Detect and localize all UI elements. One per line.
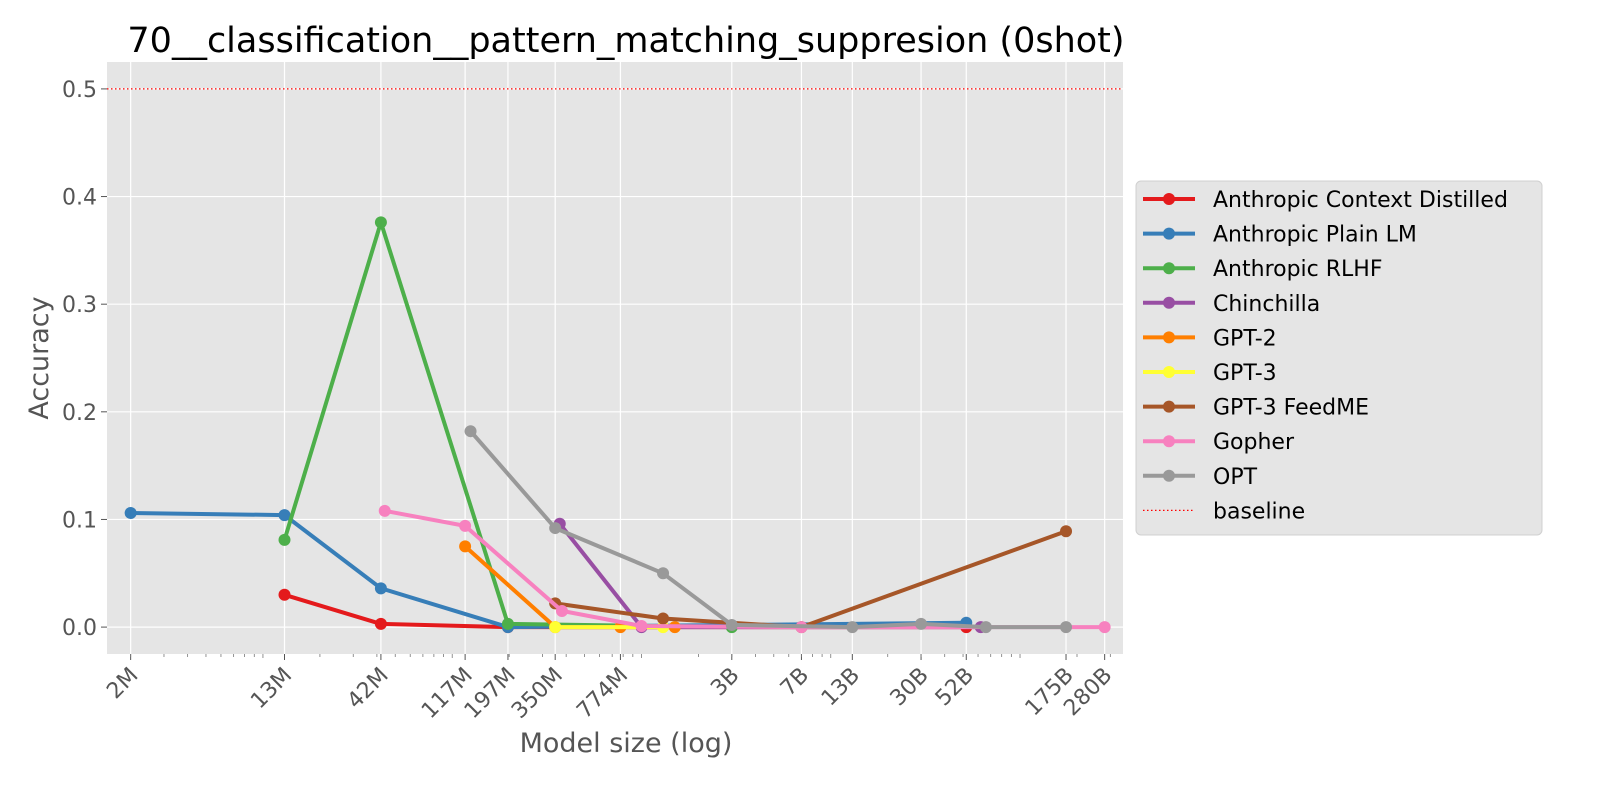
data-point xyxy=(915,617,928,630)
legend-label: OPT xyxy=(1213,465,1258,490)
legend-swatch-marker xyxy=(1163,193,1175,205)
data-point xyxy=(1060,621,1073,634)
legend-label: GPT-2 xyxy=(1213,326,1277,351)
data-point xyxy=(1060,525,1073,538)
data-point xyxy=(464,425,477,438)
legend-frame xyxy=(1135,180,1543,536)
y-tick-label: 0.4 xyxy=(62,186,97,211)
y-tick-label: 0.3 xyxy=(62,293,97,318)
y-axis-label: Accuracy xyxy=(24,296,55,419)
legend-item: Gopher xyxy=(1143,430,1295,455)
data-point xyxy=(555,604,568,617)
data-point xyxy=(979,621,992,634)
data-point xyxy=(657,612,670,625)
legend-swatch-marker xyxy=(1163,469,1175,482)
y-tick-label: 0.1 xyxy=(62,508,97,533)
data-point xyxy=(501,617,514,630)
data-point xyxy=(278,533,291,546)
series-opt xyxy=(464,425,1073,634)
legend: Anthropic Context Distilled Anthropic Pla… xyxy=(1135,180,1543,536)
legend-label: GPT-3 xyxy=(1213,361,1277,386)
data-point xyxy=(459,540,472,553)
data-point xyxy=(278,588,291,601)
legend-swatch-marker xyxy=(1163,400,1175,413)
chart-title: 70__classification__pattern_matching_sup… xyxy=(127,21,1124,61)
legend-item: GPT-3 xyxy=(1143,361,1277,386)
legend-label: Anthropic Plain LM xyxy=(1213,223,1417,248)
data-point xyxy=(549,621,562,634)
legend-item: Chinchilla xyxy=(1143,292,1320,317)
legend-swatch-marker xyxy=(1163,296,1175,309)
legend-item: Anthropic RLHF xyxy=(1143,257,1383,282)
legend-swatch-marker xyxy=(1163,366,1175,378)
legend-swatch-marker xyxy=(1163,331,1175,344)
legend-label: baseline xyxy=(1213,499,1305,524)
data-point xyxy=(374,216,387,229)
data-point xyxy=(374,582,387,595)
data-point xyxy=(459,519,472,532)
legend-label: Anthropic RLHF xyxy=(1213,257,1383,282)
legend-label: GPT-3 FeedME xyxy=(1213,396,1369,421)
legend-swatch-marker xyxy=(1163,435,1175,448)
legend-swatch-marker xyxy=(1163,262,1175,275)
series-layer xyxy=(124,216,1111,634)
x-axis-label: Model size (log) xyxy=(520,728,733,759)
legend-swatch-marker xyxy=(1163,227,1175,240)
data-point xyxy=(846,621,859,634)
data-point xyxy=(635,620,648,633)
series-line xyxy=(469,429,1066,630)
data-point xyxy=(725,618,738,631)
data-point xyxy=(1098,621,1111,634)
legend-item: Anthropic Plain LM xyxy=(1143,223,1417,248)
data-point xyxy=(278,509,291,522)
data-point xyxy=(374,617,387,630)
legend-item: GPT-2 xyxy=(1143,326,1277,351)
legend-label: Anthropic Context Distilled xyxy=(1213,188,1508,213)
y-tick-label: 0.0 xyxy=(62,616,97,641)
data-point xyxy=(378,504,391,517)
y-tick-label: 0.2 xyxy=(62,401,97,426)
legend-label: Gopher xyxy=(1213,430,1295,455)
data-point xyxy=(549,522,562,535)
y-tick-label: 0.5 xyxy=(62,78,97,103)
legend-item: Anthropic Context Distilled xyxy=(1143,188,1508,213)
data-point xyxy=(657,567,670,580)
legend-item: OPT xyxy=(1143,465,1258,490)
legend-item: baseline xyxy=(1143,499,1305,524)
legend-label: Chinchilla xyxy=(1213,292,1320,317)
legend-item: GPT-3 FeedME xyxy=(1143,396,1369,421)
data-point xyxy=(124,506,137,519)
y-axis-ticks: 0.0 0.1 0.2 0.3 0.4 0.5 xyxy=(62,78,107,641)
